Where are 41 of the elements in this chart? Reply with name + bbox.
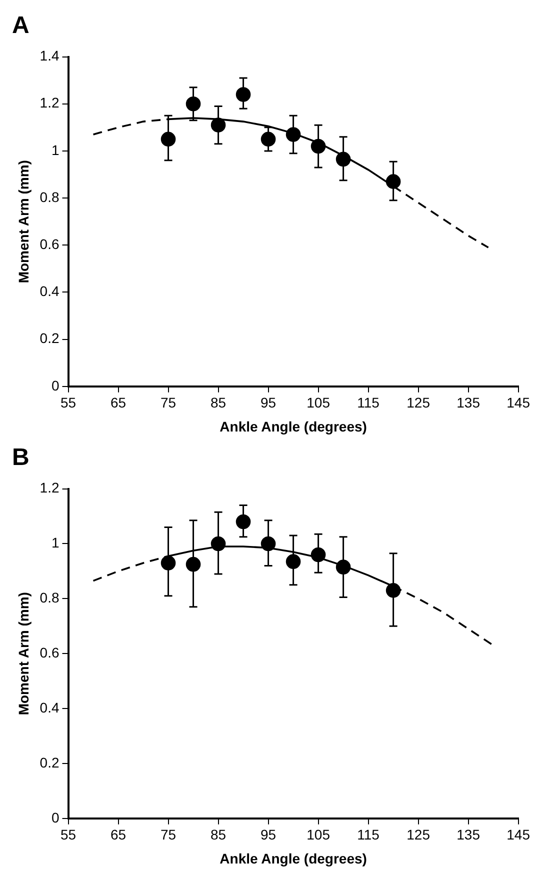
- x-tick-label: 125: [406, 394, 430, 411]
- chart-title: A: [12, 12, 30, 40]
- y-tick-label: 0.2: [40, 754, 60, 770]
- y-tick-label: 0: [51, 809, 60, 826]
- x-tick-label: 105: [306, 826, 330, 843]
- x-tick-label: 95: [260, 394, 276, 411]
- x-tick-label: 145: [506, 394, 530, 411]
- x-tick-label: 115: [357, 826, 380, 843]
- x-tick-label: 55: [60, 394, 76, 411]
- x-tick-label: 65: [110, 394, 126, 411]
- y-tick-label: 0.8: [40, 188, 60, 205]
- x-tick-label: 135: [456, 394, 480, 411]
- y-tick-label: 0.8: [40, 590, 60, 606]
- x-tick-label: 85: [210, 826, 226, 843]
- y-tick-label: 0: [51, 377, 60, 394]
- y-tick-label: 1: [51, 534, 60, 551]
- x-tick-label: 55: [60, 826, 76, 843]
- y-tick-label: 1.2: [40, 94, 60, 111]
- x-tick-label: 65: [110, 826, 126, 843]
- y-tick-label: 1.4: [40, 48, 60, 64]
- x-tick-label: 115: [357, 394, 380, 411]
- x-tick-label: 125: [406, 826, 430, 843]
- x-axis-title: Ankle Angle (degrees): [220, 418, 367, 434]
- y-tick-label: 0.6: [40, 236, 60, 252]
- y-tick-label: 1.2: [40, 480, 60, 496]
- y-tick-label: 1: [51, 142, 60, 158]
- x-tick-label: 85: [210, 394, 226, 411]
- y-tick-label: 0.4: [40, 283, 60, 300]
- x-tick-label: 105: [306, 394, 330, 411]
- x-tick-label: 75: [160, 826, 176, 843]
- y-axis-title: Moment Arm (mm): [15, 160, 32, 284]
- y-tick-label: 0.2: [40, 330, 60, 346]
- x-tick-label: 75: [160, 394, 176, 411]
- chart-title: B: [12, 444, 30, 472]
- x-tick-label: 135: [456, 826, 480, 843]
- y-axis-title: Moment Arm (mm): [15, 592, 32, 716]
- y-tick-label: 0.4: [40, 699, 60, 716]
- x-axis-title: Ankle Angle (degrees): [220, 850, 367, 866]
- y-tick-label: 0.6: [40, 644, 60, 660]
- x-tick-label: 145: [506, 826, 530, 843]
- x-tick-label: 95: [260, 826, 276, 843]
